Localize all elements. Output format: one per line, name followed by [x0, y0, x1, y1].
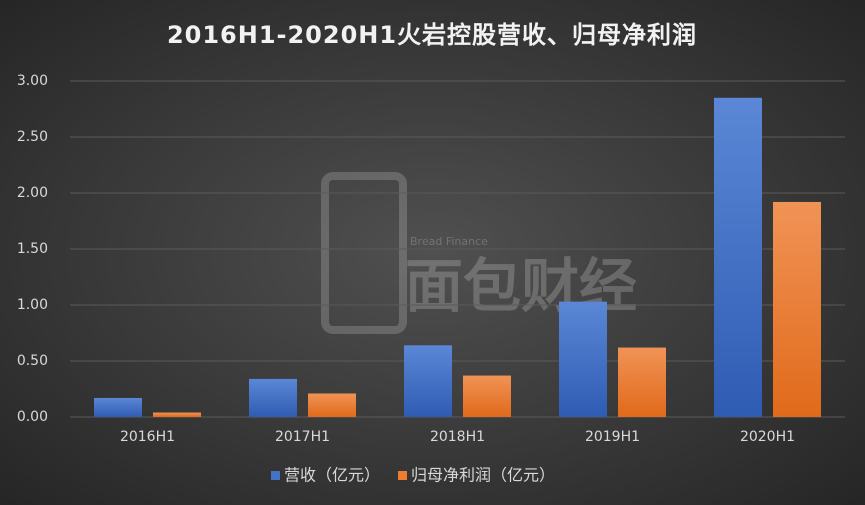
bar	[463, 375, 511, 417]
watermark-logo	[321, 172, 407, 334]
bar	[773, 201, 821, 417]
bar	[404, 345, 452, 417]
x-tick-label: 2019H1	[585, 429, 640, 445]
legend-swatch	[398, 471, 408, 480]
legend-label: 归母净利润（亿元）	[411, 466, 555, 485]
chart-title: 2016H1-2020H1火岩控股营收、归母净利润	[167, 21, 697, 49]
bar	[94, 397, 142, 417]
bar	[308, 393, 356, 417]
y-tick-label: 0.00	[17, 409, 48, 425]
bar	[249, 378, 297, 417]
bar	[714, 97, 762, 418]
y-tick-label: 3.00	[17, 73, 48, 89]
watermark-text: Bread Finance	[410, 235, 488, 248]
y-tick-label: 2.50	[17, 129, 48, 145]
bar	[153, 412, 201, 417]
x-tick-label: 2016H1	[120, 429, 175, 445]
y-tick-label: 1.00	[17, 297, 48, 313]
bar	[559, 301, 607, 417]
y-tick-label: 2.00	[17, 185, 48, 201]
x-tick-label: 2017H1	[275, 429, 330, 445]
y-tick-label: 1.50	[17, 241, 48, 257]
legend-label: 营收（亿元）	[284, 466, 380, 485]
bar	[618, 347, 666, 417]
x-tick-label: 2020H1	[740, 429, 795, 445]
y-tick-label: 0.50	[17, 353, 48, 369]
legend-swatch	[271, 471, 280, 480]
x-tick-label: 2018H1	[430, 429, 485, 445]
